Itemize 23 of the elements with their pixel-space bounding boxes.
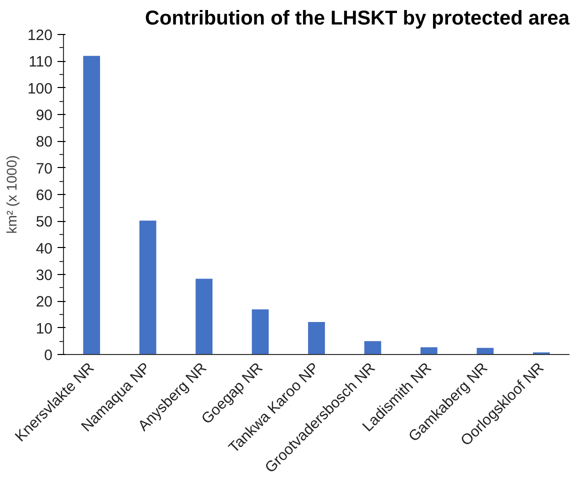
bar (420, 347, 438, 354)
y-tick-label: 0 (44, 347, 52, 364)
bar (476, 348, 494, 354)
y-tick-label: 110 (28, 54, 53, 71)
y-tick-label: 40 (36, 240, 53, 258)
chart-title: Contribution of the LHSKT by protected area (145, 8, 570, 30)
y-tick-label: 10 (36, 320, 53, 338)
y-tick-label: 80 (36, 134, 53, 151)
y-axis-title: km² (x 1000) (3, 155, 20, 234)
y-tick-label: 50 (36, 214, 53, 231)
bar (83, 56, 100, 354)
y-tick-label: 60 (36, 187, 53, 204)
y-tick-label: 90 (36, 107, 53, 124)
y-tick-label: 100 (27, 80, 53, 98)
bar (308, 322, 325, 354)
y-tick-label: 120 (27, 27, 53, 44)
y-tick-label: 70 (36, 160, 53, 178)
bar (364, 341, 382, 354)
bar (252, 309, 269, 354)
bar (139, 220, 156, 354)
bar (196, 278, 212, 354)
y-tick-label: 20 (36, 294, 53, 311)
y-tick-label: 30 (36, 267, 53, 284)
